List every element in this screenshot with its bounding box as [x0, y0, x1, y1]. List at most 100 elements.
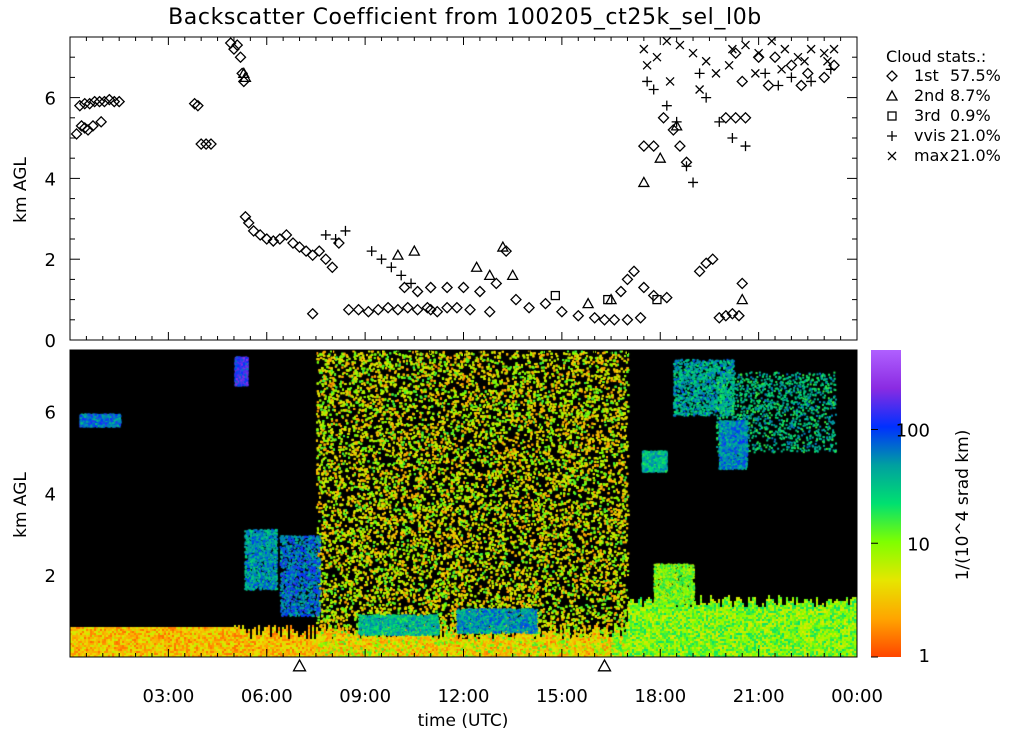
- diamond-marker: [293, 241, 306, 253]
- diamond-marker: [87, 119, 99, 132]
- cross-marker: [724, 60, 734, 70]
- plus-marker: [340, 225, 351, 236]
- x-tick-label: 09:00: [339, 686, 391, 707]
- cross-marker: [767, 36, 777, 46]
- diamond-marker: [306, 307, 319, 320]
- diamond-marker: [280, 229, 293, 241]
- diamond-marker: [713, 311, 726, 324]
- diamond-marker: [598, 313, 611, 326]
- legend-value: 57.5%: [950, 66, 1001, 85]
- legend-entry: max 21.0%: [887, 146, 1001, 165]
- diamond-marker: [801, 67, 814, 80]
- diamond-marker: [729, 111, 742, 124]
- plus-marker: [648, 84, 659, 95]
- cross-marker: [642, 60, 652, 70]
- diamond-marker: [254, 229, 267, 241]
- diamond-marker: [411, 303, 424, 316]
- diamond-marker: [736, 75, 749, 88]
- diamond-marker: [78, 97, 91, 110]
- plus-marker: [366, 246, 377, 257]
- triangle-marker: [654, 151, 667, 163]
- bottom-y-tick-label: 4: [45, 484, 56, 505]
- backscatter-heatmap: [70, 350, 857, 657]
- plus-marker: [376, 254, 387, 265]
- top-plot-area: [70, 37, 857, 340]
- legend-entry: 2nd 8.7%: [885, 86, 991, 105]
- triangle-marker: [408, 244, 421, 256]
- diamond-marker: [539, 297, 552, 310]
- colorbar-tick-labels: 1 10 100: [871, 421, 930, 667]
- triangle-marker: [582, 297, 595, 309]
- diamond-marker: [637, 281, 650, 294]
- legend-label: max: [914, 146, 949, 165]
- bottom-y-axis-label: km AGL: [11, 472, 31, 538]
- cross-marker: [777, 64, 787, 74]
- legend-entry: 3rd 0.9%: [887, 106, 991, 125]
- cross-legend-icon: [887, 151, 897, 161]
- cross-marker: [741, 40, 750, 50]
- legend-entry: 1st 57.5%: [886, 66, 1001, 85]
- diamond-marker: [362, 305, 375, 318]
- plus-legend-icon: [887, 131, 897, 141]
- triangle-marker: [506, 269, 519, 281]
- diamond-marker: [431, 305, 444, 318]
- top-plot-frame: [69, 36, 858, 341]
- diamond-marker: [421, 301, 434, 314]
- plus-marker: [661, 100, 672, 111]
- diamond-marker: [382, 301, 394, 314]
- diamond-marker: [191, 99, 204, 112]
- diamond-marker: [401, 301, 414, 314]
- cross-marker: [793, 52, 803, 62]
- diamond-marker: [510, 293, 522, 306]
- diamond-marker: [319, 253, 332, 266]
- diamond-marker: [441, 301, 454, 314]
- plus-marker: [773, 80, 784, 91]
- diamond-marker: [98, 95, 111, 108]
- diamond-marker: [621, 313, 634, 326]
- legend-title: Cloud stats.:: [886, 47, 986, 66]
- cross-marker: [688, 48, 698, 58]
- diamond-marker: [523, 301, 536, 314]
- x-tick-label: 06:00: [241, 686, 293, 707]
- diamond-marker: [457, 281, 470, 294]
- legend-entry: vvis 21.0%: [887, 126, 1001, 145]
- diamond-marker: [637, 140, 650, 152]
- diamond-marker: [614, 285, 627, 298]
- cross-marker: [800, 56, 809, 66]
- diamond-marker: [424, 281, 437, 294]
- cross-marker: [750, 68, 760, 78]
- legend-value: 21.0%: [950, 146, 1001, 165]
- top-panel: 0 2 4 6 km AGL: [11, 36, 858, 352]
- diamond-marker: [205, 138, 217, 150]
- plus-marker: [642, 76, 653, 87]
- diamond-marker: [267, 235, 280, 247]
- plus-marker: [681, 161, 692, 172]
- plus-marker: [714, 116, 725, 127]
- plus-marker: [786, 72, 797, 83]
- plus-marker: [825, 64, 836, 75]
- diamond-marker: [237, 75, 250, 88]
- plus-marker: [406, 278, 417, 289]
- colorbar: 1 10 100 1/(10^4 srad km): [871, 350, 973, 667]
- top-axis-ticks: [69, 36, 858, 341]
- diamond-legend-icon: [886, 70, 898, 82]
- time-triangle-marker: [597, 658, 612, 672]
- cross-marker: [665, 76, 675, 86]
- diamond-marker: [693, 265, 706, 278]
- diamond-marker: [424, 303, 437, 316]
- diamond-marker: [300, 245, 313, 258]
- diamond-marker: [762, 79, 775, 92]
- diamond-marker: [441, 281, 454, 294]
- triangle-marker: [670, 119, 683, 131]
- diamond-marker: [572, 309, 585, 322]
- diamond-marker: [752, 51, 765, 64]
- diamond-marker: [667, 124, 680, 136]
- cross-marker: [727, 44, 737, 54]
- cross-marker: [823, 56, 832, 66]
- diamond-marker: [719, 111, 732, 124]
- diamond-marker: [785, 59, 798, 72]
- diamond-marker: [464, 303, 476, 316]
- diamond-marker: [660, 291, 673, 304]
- bottom-panel: 246 03:00 06:00 09:00 12:00 15:00 18:00 21:00 0…: [11, 349, 883, 730]
- diamond-marker: [391, 303, 404, 316]
